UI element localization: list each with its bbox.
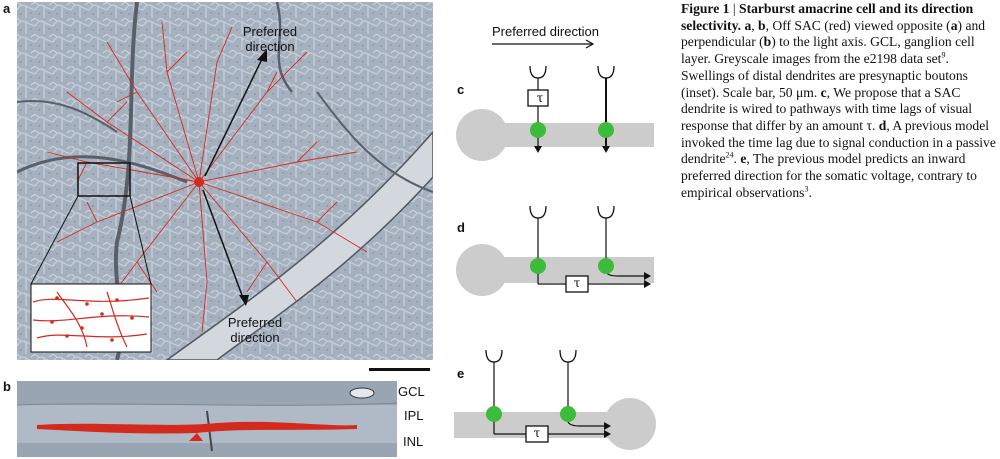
caption-reference-number: 24 (725, 150, 734, 160)
panel-label-c: c (457, 82, 465, 97)
sac-side-view-image (17, 381, 397, 457)
caption-panel-ref: e (740, 151, 747, 167)
caption-reference-number: 9 (941, 50, 946, 60)
sac-soma (194, 177, 204, 187)
synapse-c-2 (598, 122, 614, 138)
caption-panel-ref: b (758, 17, 766, 33)
preferred-direction-label-bottom: Preferred direction (227, 315, 283, 345)
schematic-panel-d (456, 205, 654, 296)
inset-zoom-box (77, 162, 131, 197)
caption-text: , The previous model predicts an inward … (681, 151, 977, 200)
synapse-c-1 (530, 122, 546, 138)
panel-label-e: e (457, 366, 465, 381)
caption-title: Starburst amacrine cell and its directio… (681, 1, 974, 33)
caption-reference-number: 3 (804, 184, 809, 194)
figure-caption: Figure 1 | Starburst amacrine cell and i… (681, 1, 997, 201)
caption-panel-ref: c (820, 84, 827, 100)
preferred-direction-label-top: Preferred direction (242, 24, 298, 54)
caption-text: , Off SAC (red) viewed opposite ( (765, 17, 951, 33)
panel-label-d: d (457, 220, 465, 235)
layer-label-inl: INL (403, 434, 424, 449)
synapse-d-2 (598, 258, 614, 274)
caption-text: . Swellings of distal dendrites are pres… (681, 51, 968, 100)
caption-body: a, b, Off SAC (red) viewed opposite (a) … (681, 18, 996, 200)
caption-text: , We propose that a SAC dendrite is wire… (681, 84, 973, 133)
caption-text: , (751, 17, 759, 33)
schematic-preferred-direction-label: Preferred direction (492, 24, 599, 39)
caption-panel-ref: a (950, 17, 958, 33)
sac-micrograph-image (17, 2, 433, 360)
tau-label-e: τ (533, 426, 541, 440)
layer-label-gcl: GCL (398, 384, 425, 399)
micrograph-panel-a (17, 2, 433, 360)
caption-panel-ref: d (878, 117, 887, 133)
preferred-direction-arrow (492, 39, 595, 49)
caption-text: . (808, 184, 812, 200)
synapse-e-2 (560, 406, 576, 422)
panel-label-a: a (3, 1, 11, 16)
caption-text: , A previous model invoked the time lag … (681, 117, 996, 167)
caption-panel-ref: a (744, 17, 752, 33)
scale-bar (369, 368, 430, 371)
panel-label-b: b (3, 379, 11, 394)
preferred-arrow-bottom-head (239, 295, 249, 306)
tau-label-d: τ (573, 276, 581, 290)
figure-label: Figure 1 (681, 1, 730, 16)
caption-panel-ref: b (763, 34, 772, 50)
micrograph-panel-b (17, 381, 397, 457)
caption-text: ) and perpendicular ( (681, 17, 986, 50)
layer-label-ipl: IPL (404, 408, 424, 423)
preferred-arrow-top-head (257, 49, 267, 62)
caption-text: ) to the light axis. GCL, ganglion cell … (681, 34, 975, 67)
caption-text: . (733, 151, 741, 167)
tau-label-c: τ (536, 91, 544, 105)
schematic-panel-e (454, 349, 656, 450)
synapse-d-1 (530, 258, 546, 274)
caption-separator: | (732, 1, 736, 16)
synapse-e-1 (486, 406, 502, 422)
schematic-panel-c (456, 65, 654, 161)
